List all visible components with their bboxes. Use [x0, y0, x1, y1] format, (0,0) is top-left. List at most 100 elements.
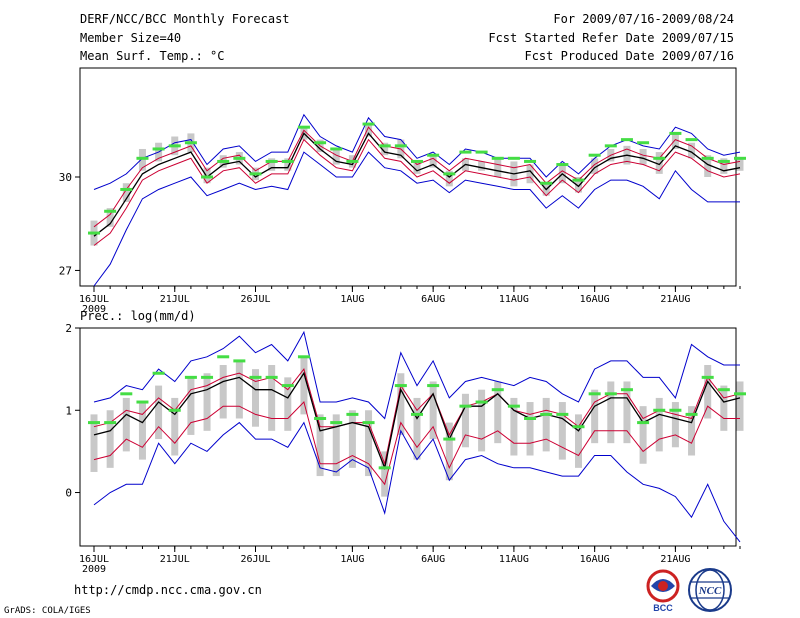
observed-mark — [120, 392, 133, 396]
ensemble-box — [542, 397, 550, 452]
observed-mark — [168, 144, 181, 148]
observed-mark — [104, 421, 117, 425]
ensemble-box — [413, 397, 421, 460]
observed-mark — [734, 392, 746, 396]
ensemble-box — [332, 148, 340, 165]
ensemble-box — [704, 155, 712, 177]
observed-mark — [184, 141, 197, 145]
ensemble-box — [187, 377, 195, 435]
ncc-logo-text: NCC — [698, 585, 722, 597]
x-tick-label: 21AUG — [660, 554, 690, 565]
x-tick-label: 21JUL — [160, 554, 190, 565]
observed-mark — [201, 175, 214, 179]
forecast-title: DERF/NCC/BCC Monthly Forecast — [80, 12, 290, 26]
ensemble-box — [639, 406, 647, 464]
ensemble-box — [397, 373, 405, 435]
series-line-lower-red — [93, 138, 741, 246]
observed-mark — [475, 400, 488, 404]
observed-mark — [427, 153, 440, 157]
ensemble-box — [365, 410, 373, 477]
observed-mark — [669, 408, 682, 412]
observed-mark — [653, 156, 666, 160]
x-tick-label: 16AUG — [580, 294, 610, 305]
x-tick-label: 11AUG — [499, 554, 529, 565]
x-tick-label: 16JUL — [79, 294, 109, 305]
observed-mark — [297, 355, 310, 359]
observed-mark — [88, 421, 100, 425]
ensemble-box — [300, 356, 308, 415]
ensemble-box — [252, 369, 259, 427]
ensemble-box — [268, 365, 276, 431]
series-line-ensemble-mean — [93, 371, 741, 471]
ensemble-box — [575, 414, 582, 468]
variable-label: Mean Surf. Temp.: °C — [80, 49, 225, 63]
ensemble-box — [203, 373, 211, 431]
observed-mark — [265, 159, 278, 163]
series-line-ensemble-min — [93, 421, 741, 543]
observed-mark — [362, 122, 375, 126]
observed-mark — [136, 156, 149, 160]
observed-mark — [88, 231, 100, 235]
forecast-period: For 2009/07/16-2009/08/24 — [553, 12, 734, 26]
ensemble-box — [332, 414, 340, 477]
observed-mark — [717, 159, 730, 163]
observed-mark — [120, 187, 133, 191]
ensemble-box — [494, 381, 502, 444]
ensemble-box — [106, 410, 114, 468]
observed-mark — [572, 425, 585, 429]
ensemble-box — [203, 167, 211, 184]
ensemble-box — [671, 133, 679, 149]
observed-mark — [604, 144, 617, 148]
x-tick-label: 26JUL — [240, 554, 270, 565]
ensemble-box — [720, 385, 728, 431]
x-tick-label: 11AUG — [499, 294, 529, 305]
series-line-upper-red — [93, 368, 741, 466]
observed-mark — [281, 384, 294, 388]
x-tick-label: 1AUG — [340, 294, 364, 305]
ensemble-box — [155, 385, 163, 440]
observed-mark — [217, 355, 230, 359]
ensemble-box — [720, 158, 728, 174]
observed-mark — [556, 163, 569, 167]
observed-mark — [394, 144, 407, 148]
series-line-ensemble-max — [93, 113, 741, 190]
ensemble-box — [688, 142, 696, 159]
ensemble-box — [106, 208, 114, 227]
observed-mark — [556, 412, 569, 416]
ensemble-box — [591, 389, 599, 444]
ensemble-box — [316, 414, 324, 477]
y-tick-label: 0 — [65, 487, 72, 500]
observed-mark — [314, 416, 327, 420]
observed-mark — [604, 392, 617, 396]
ensemble-box — [494, 158, 502, 177]
started-date: Fcst Started Refer Date 2009/07/15 — [488, 31, 734, 45]
observed-mark — [524, 416, 537, 420]
ensemble-box — [639, 148, 647, 165]
produced-date: Fcst Produced Date 2009/07/16 — [524, 49, 734, 63]
ensemble-box — [607, 381, 615, 444]
ensemble-box — [90, 414, 98, 472]
observed-mark — [411, 159, 423, 163]
ensemble-box — [138, 148, 146, 171]
ensemble-box — [122, 183, 130, 202]
observed-mark — [378, 466, 391, 470]
ensemble-box — [736, 381, 744, 431]
observed-mark — [443, 172, 456, 176]
ncc-logo: NCC — [688, 568, 732, 612]
observed-mark — [330, 421, 343, 425]
ensemble-box — [575, 177, 582, 193]
observed-mark — [249, 172, 262, 176]
observed-mark — [314, 141, 327, 145]
x-tick-label: 16JUL — [79, 554, 109, 565]
ensemble-box — [365, 124, 373, 137]
ensemble-box — [381, 451, 389, 497]
ensemble-box — [171, 397, 179, 456]
plot-frame — [79, 67, 737, 287]
ensemble-box — [558, 402, 566, 460]
ensemble-box — [348, 410, 356, 468]
observed-mark — [540, 181, 553, 185]
ensemble-box — [429, 155, 437, 168]
observed-mark — [620, 138, 633, 142]
source-url[interactable]: http://cmdp.ncc.cma.gov.cn — [74, 583, 262, 597]
